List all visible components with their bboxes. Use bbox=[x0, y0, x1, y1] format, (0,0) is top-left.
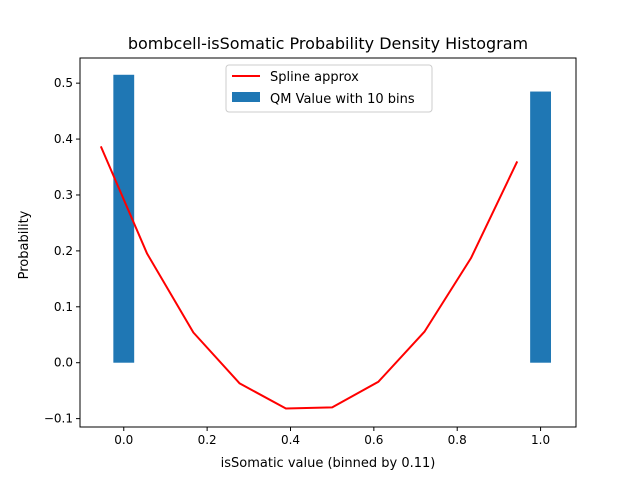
legend-label-spline: Spline approx bbox=[270, 70, 359, 85]
y-tick-label: 0.4 bbox=[54, 132, 73, 146]
y-tick-label: 0.5 bbox=[54, 76, 73, 90]
histogram-bar bbox=[113, 74, 135, 363]
y-axis: −0.1 0.0 0.1 0.2 0.3 0.4 0.5 bbox=[44, 76, 80, 426]
x-axis: 0.0 0.2 0.4 0.6 0.8 1.0 bbox=[114, 427, 550, 447]
y-tick-label: 0.2 bbox=[54, 244, 73, 258]
spline-line bbox=[99, 145, 519, 410]
legend: Spline approx QM Value with 10 bins bbox=[225, 64, 433, 113]
line-layer bbox=[99, 145, 519, 410]
x-tick-label: 0.2 bbox=[198, 433, 217, 447]
x-tick-label: 1.0 bbox=[531, 433, 550, 447]
plot-frame bbox=[79, 57, 577, 428]
histogram-bar bbox=[530, 91, 551, 363]
legend-bar-swatch bbox=[232, 92, 260, 102]
y-tick-label: 0.0 bbox=[54, 356, 73, 370]
bars-layer bbox=[113, 74, 551, 363]
y-tick-label: −0.1 bbox=[44, 412, 73, 426]
x-tick-label: 0.8 bbox=[448, 433, 467, 447]
x-axis-label: isSomatic value (binned by 0.11) bbox=[221, 456, 436, 471]
x-tick-label: 0.4 bbox=[281, 433, 300, 447]
legend-label-bars: QM Value with 10 bins bbox=[270, 92, 415, 107]
x-tick-label: 0.0 bbox=[114, 433, 133, 447]
chart-title: bombcell-isSomatic Probability Density H… bbox=[128, 34, 528, 53]
y-tick-label: 0.3 bbox=[54, 188, 73, 202]
legend-box bbox=[225, 64, 433, 113]
y-axis-label: Probability bbox=[17, 210, 32, 279]
y-tick-label: 0.1 bbox=[54, 300, 73, 314]
x-tick-label: 0.6 bbox=[364, 433, 383, 447]
